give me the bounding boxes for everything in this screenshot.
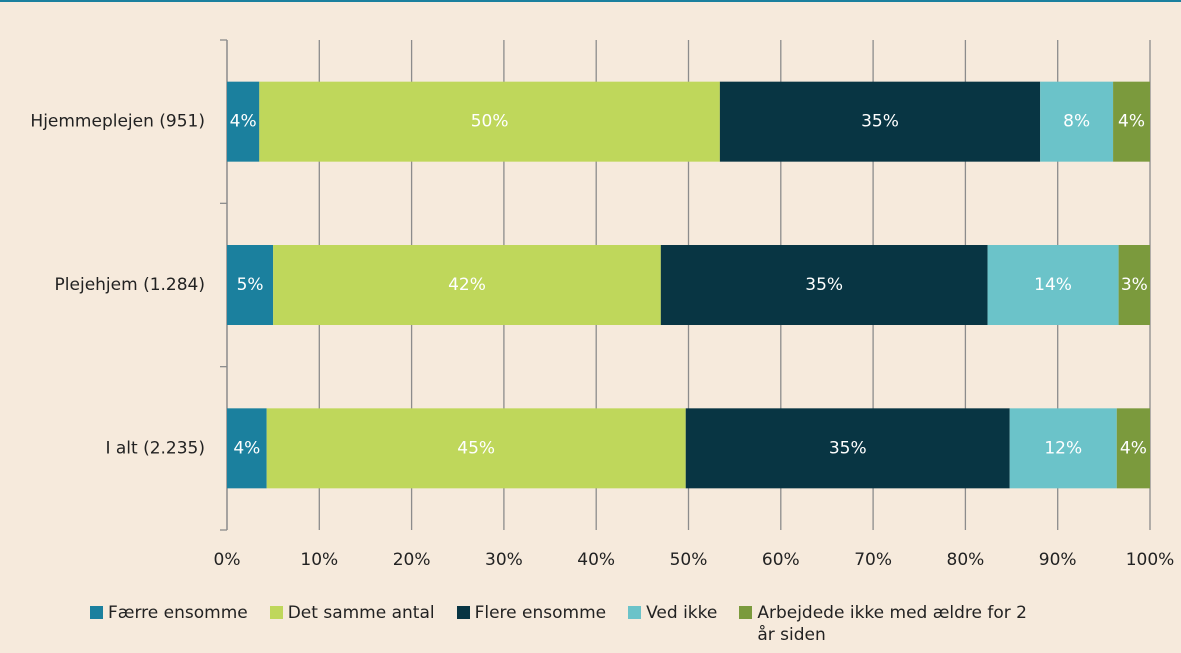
legend-item: Ved ikke [628,602,717,646]
data-label: 5% [237,275,264,295]
data-label: 14% [1034,275,1072,295]
bar-segment [1113,81,1150,162]
x-tick-label: 70% [854,550,892,570]
x-tick-label: 20% [393,550,431,570]
legend-item: Flere ensomme [456,602,607,646]
bar-segment [685,408,1010,489]
legend-label: Arbejdede ikke med ældre for 2 år siden [757,603,1028,645]
legend-swatch [90,606,103,619]
bar-segment [719,81,1041,162]
legend-label: Færre ensomme [108,603,248,623]
bar-segment [1118,245,1150,325]
legend-label: Flere ensomme [474,603,607,623]
data-label: 4% [1118,112,1145,132]
legend-swatch [456,606,470,619]
x-tick-label: 60% [762,550,800,570]
y-tick-label: Hjemmeplejen (951) [30,112,205,132]
bar-segment [259,81,720,162]
data-label: 35% [829,438,867,458]
legend-swatch [628,606,642,619]
bar-segment [227,81,260,162]
legend-swatch [739,606,753,619]
legend-item: Arbejdede ikke med ældre for 2 år siden [739,602,1047,646]
legend-item: Færre ensomme [90,602,248,646]
legend: Færre ensomme Det samme antal Flere ensomm… [90,602,1069,646]
plot: 0% 10% 20% 30% 40% 50% 60% 70% 80% 90% 100% Hjemmep… [30,39,1175,570]
x-tick-label: 100% [1126,550,1175,570]
legend-swatch [269,606,283,619]
data-label: 45% [457,438,495,458]
data-label: 12% [1044,438,1082,458]
legend-label: Ved ikke [646,603,718,623]
x-tick-label: 40% [577,550,615,570]
data-label: 42% [448,275,486,295]
data-label: 3% [1121,275,1148,295]
x-tick-label: 10% [300,550,338,570]
y-tick-label: I alt (2.235) [105,438,205,458]
data-label: 35% [861,112,899,132]
data-label: 4% [230,112,257,132]
bar-segment [1040,81,1114,162]
data-label: 8% [1063,112,1090,132]
bar-segment [660,245,988,325]
data-label: 4% [1120,438,1147,458]
x-tick-label: 80% [947,550,985,570]
bar-segment [266,408,686,489]
legend-item: Det samme antal [269,602,435,646]
bar-segment [1116,408,1150,489]
data-label: 35% [805,275,843,295]
data-label: 50% [471,112,509,132]
x-tick-label: 50% [670,550,708,570]
x-tick-label: 90% [1039,550,1077,570]
bar-segment [227,408,267,489]
x-tick-label: 0% [214,550,241,570]
bar-segment [273,245,661,325]
bar-segment [227,245,274,325]
y-tick-label: Plejehjem (1.284) [55,275,205,295]
x-tick-label: 30% [485,550,523,570]
legend-label: Det samme antal [287,603,435,623]
bar-segment [987,245,1119,325]
bar-segment [1009,408,1117,489]
data-label: 4% [233,438,260,458]
